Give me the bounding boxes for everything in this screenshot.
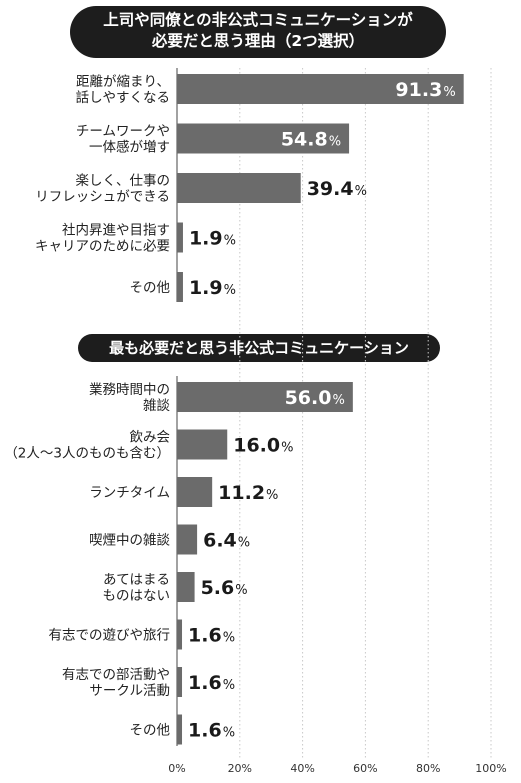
grid-layer (239, 68, 492, 760)
chart-2-bar (177, 382, 353, 412)
chart-2-category-label: 有志での部活動やサークル活動 (62, 667, 170, 699)
ticks-layer: 0% 20% 40% 60% 80% 100% (168, 762, 506, 775)
chart-2-category-label: 有志での遊びや旅行 (49, 628, 171, 644)
chart-2-value-label: 1.6% (188, 625, 235, 647)
chart-2-bar (177, 524, 198, 555)
chart-1-title: 上司や同僚との非公式コミュニケーションが 必要だと思う理由（2つ選択） (70, 6, 446, 58)
chart-2-value-label: 5.6% (201, 577, 248, 599)
chart-2-value-label: 56.0% (285, 387, 345, 409)
chart-2-value-label: 1.6% (188, 672, 235, 694)
chart-2-category-label: 喫煙中の雑談 (89, 533, 170, 549)
chart-1-title-line-1: 上司や同僚との非公式コミュニケーションが (103, 11, 413, 29)
chart-1-value-label: 54.8% (281, 129, 341, 151)
chart-2-category-label: 業務時間中の雑談 (89, 382, 170, 414)
chart-2-title: 最も必要だと思う非公式コミュニケーション (78, 334, 440, 362)
chart-1-value-label: 1.9% (189, 277, 236, 299)
x-tick-label: 20% (228, 762, 252, 775)
x-tick-label: 60% (353, 762, 377, 775)
chart-1-category-label: その他 (130, 280, 171, 296)
chart-1-bar (177, 123, 350, 154)
chart-1-bar (177, 74, 464, 104)
x-tick-label: 40% (290, 762, 314, 775)
chart-2-value-label: 6.4% (203, 530, 250, 552)
chart-1-value-label: 1.9% (189, 228, 236, 250)
chart-1-bar (177, 173, 301, 203)
x-tick-label: 80% (416, 762, 440, 775)
chart-1-value-label: 91.3% (395, 79, 455, 101)
chart-1-title-line-2: 必要だと思う理由（2つ選択） (151, 32, 365, 50)
chart-2-category-label: 飲み会（2人～3人のものも含む） (4, 430, 170, 462)
chart-1-bar (177, 222, 183, 253)
chart-2-category-label: あてはまるものはない (103, 572, 171, 604)
chart-2-bar (177, 429, 228, 460)
chart-1-category-label: 楽しく、仕事のリフレッシュができる (35, 173, 170, 205)
x-tick-label: 0% (168, 762, 185, 775)
chart-2-value-label: 1.6% (188, 720, 235, 742)
bars-layer: 距離が縮まり、話しやすくなる 91.3% チームワークや一体感が増す 54.8% 楽しく… (4, 68, 464, 746)
chart-1-value-label: 39.4% (307, 178, 367, 200)
chart-1-category-label: 距離が縮まり、話しやすくなる (76, 74, 170, 106)
chart-1-bar (177, 272, 183, 302)
chart-2-category-label: ランチタイム (89, 485, 170, 501)
chart-2-bar (177, 714, 183, 745)
chart-1-category-label: 社内昇進や目指すキャリアのために必要 (35, 223, 170, 255)
chart-2-bar (177, 477, 213, 507)
chart-1-category-label: チームワークや一体感が増す (76, 124, 170, 156)
chart-2-bar (177, 619, 183, 650)
chart-2-value-label: 16.0% (233, 435, 293, 457)
chart-2-category-label: その他 (130, 723, 171, 739)
chart-2-bar (177, 572, 195, 602)
chart-2-value-label: 11.2% (218, 482, 278, 504)
chart-2-bar (177, 667, 183, 697)
x-tick-label: 100% (475, 762, 506, 775)
